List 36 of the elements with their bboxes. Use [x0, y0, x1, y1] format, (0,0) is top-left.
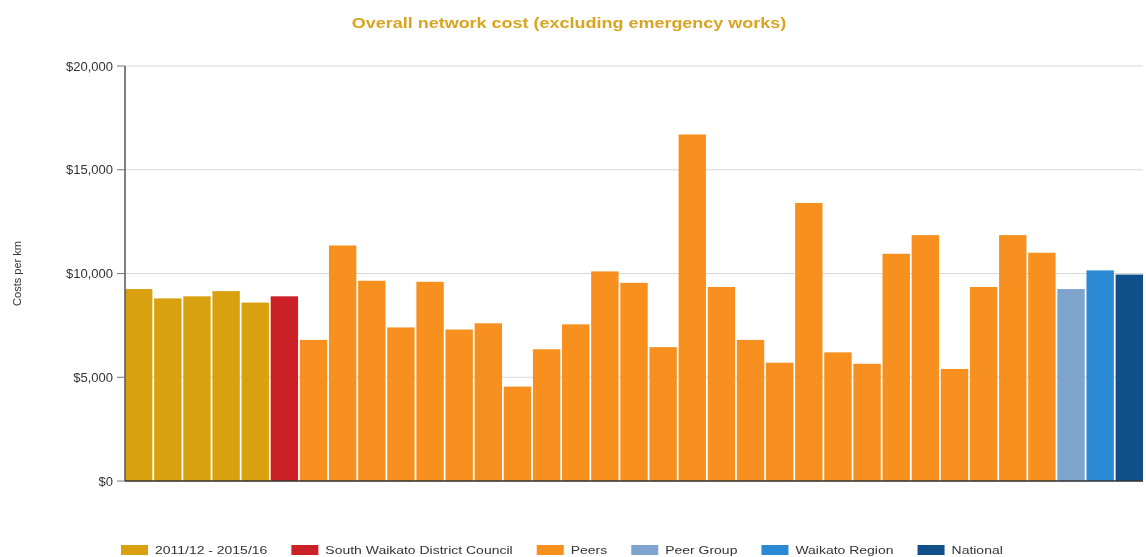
bar	[562, 324, 590, 481]
y-tick-label: $0	[98, 473, 113, 489]
bar	[532, 349, 561, 481]
legend-label: 2011/12 - 2015/16	[155, 544, 268, 557]
y-axis-title: Costs per km	[11, 241, 23, 306]
bar	[940, 368, 969, 481]
bar	[707, 286, 736, 481]
y-tick-label: $15,000	[66, 162, 113, 178]
bar	[299, 339, 328, 481]
bar	[1028, 252, 1056, 481]
bar	[765, 362, 794, 481]
bar	[503, 386, 532, 481]
bar	[999, 235, 1027, 481]
y-tick-label: $10,000	[66, 266, 113, 282]
bar	[270, 296, 299, 481]
bar	[736, 339, 765, 481]
bar	[1115, 274, 1143, 481]
bar	[969, 286, 998, 481]
legend-label: Peer Group	[665, 544, 738, 557]
bar	[911, 235, 940, 481]
bar	[474, 323, 503, 481]
legend-label: Peers	[570, 544, 608, 557]
legend-label: South Waikato District Council	[325, 544, 513, 557]
bar	[241, 302, 269, 481]
bar	[328, 245, 357, 481]
y-tick-label: $5,000	[73, 369, 113, 385]
bar	[1057, 289, 1085, 481]
bar	[882, 253, 910, 481]
bar	[1086, 270, 1114, 481]
legend-label: Waikato Region	[795, 544, 894, 557]
bar	[678, 134, 706, 481]
bar	[125, 289, 153, 481]
chart-title: Overall network cost (excluding emergency works)	[351, 14, 787, 31]
y-tick-label: $20,000	[66, 58, 113, 74]
bar	[358, 280, 386, 481]
legend-label: National	[951, 544, 1003, 557]
